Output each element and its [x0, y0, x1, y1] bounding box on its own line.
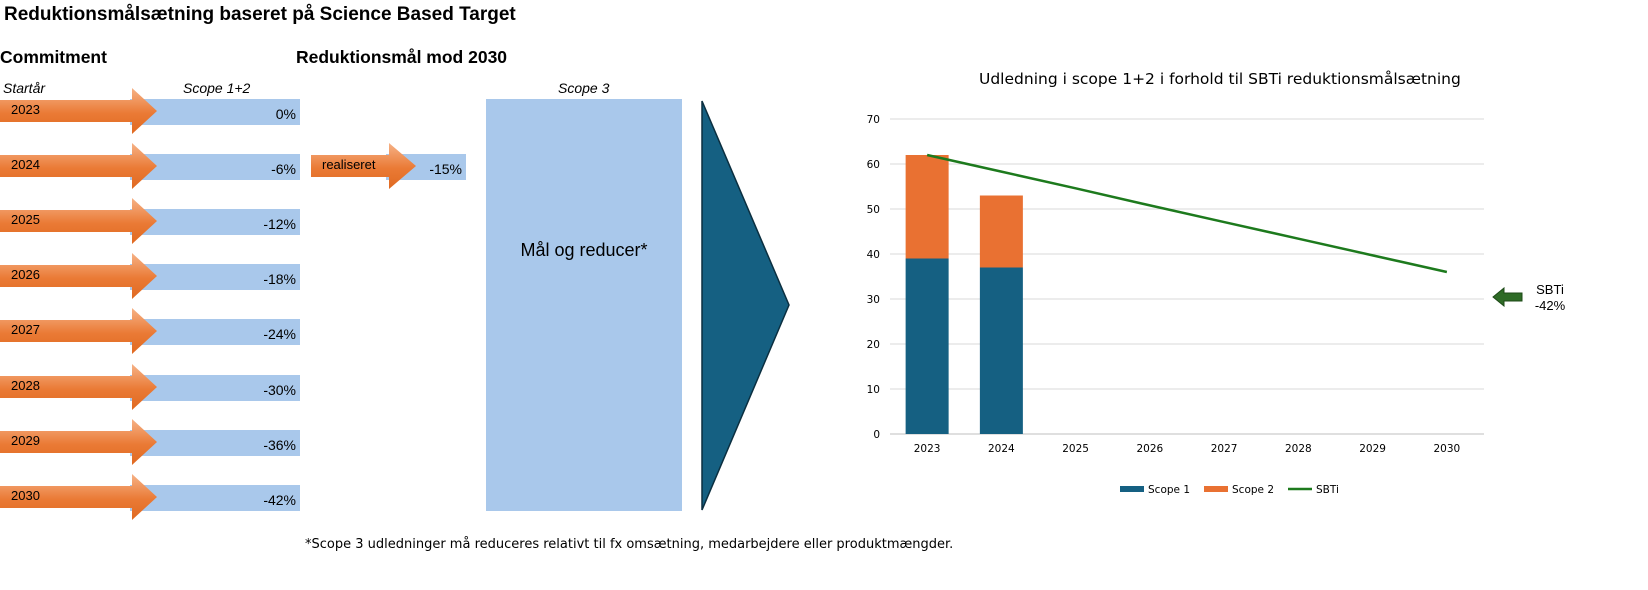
- y-tick-label: 70: [867, 114, 880, 126]
- bar-scope-1: [979, 267, 1023, 434]
- year-arrow: 2029: [0, 419, 157, 465]
- bar-scope-2: [979, 195, 1023, 268]
- year-label: 2029: [11, 433, 40, 448]
- year-arrow-shape: [0, 88, 157, 134]
- y-tick-label: 40: [867, 249, 880, 261]
- scope12-pct-bar: -6%: [130, 154, 300, 180]
- year-arrow: 2027: [0, 308, 157, 354]
- startyear-column-header: Startår: [3, 80, 46, 96]
- x-tick-label: 2027: [1211, 443, 1238, 455]
- line-sbti: [926, 153, 1448, 274]
- legend-label: Scope 1: [1148, 484, 1190, 496]
- year-arrow-shape: [0, 198, 157, 244]
- direction-triangle: [701, 100, 790, 511]
- scope3-column-header: Scope 3: [558, 80, 610, 96]
- year-arrow: 2028: [0, 364, 157, 410]
- chart-title: Udledning i scope 1+2 i forhold til SBTi…: [979, 70, 1461, 88]
- year-arrow-shape: [0, 253, 157, 299]
- year-arrow: 2026: [0, 253, 157, 299]
- year-arrow: 2025: [0, 198, 157, 244]
- scope3-box: [486, 99, 682, 511]
- realized-arrow-shape: [311, 143, 416, 189]
- year-label: 2026: [11, 267, 40, 282]
- scope3-text: Mål og reducer*: [520, 240, 648, 260]
- scope12-pct-bar: 0%: [130, 99, 300, 125]
- target-2030-heading: Reduktionsmål mod 2030: [296, 47, 508, 67]
- page-title: Reduktionsmålsætning baseret på Science …: [4, 4, 516, 25]
- year-arrow-shape: [0, 308, 157, 354]
- x-tick-label: 2028: [1285, 443, 1312, 455]
- year-label: 2024: [11, 157, 40, 172]
- x-tick-label: 2026: [1137, 443, 1164, 455]
- scope12-pct-bar: -18%: [130, 264, 300, 290]
- x-tick-label: 2023: [914, 443, 941, 455]
- bar-scope-1: [905, 258, 949, 434]
- sbti-arrow-icon: [1492, 287, 1523, 307]
- x-tick-label: 2024: [988, 443, 1015, 455]
- year-arrow: 2030: [0, 474, 157, 520]
- year-label: 2025: [11, 212, 40, 227]
- legend-swatch: [1204, 486, 1228, 492]
- year-arrow-shape: [0, 143, 157, 189]
- scope12-pct-bar: -36%: [130, 430, 300, 456]
- x-tick-label: 2029: [1359, 443, 1386, 455]
- bar-scope-2: [905, 155, 949, 259]
- y-tick-label: 0: [873, 429, 880, 441]
- y-tick-label: 10: [867, 384, 880, 396]
- year-arrow: 2024: [0, 143, 157, 189]
- scope12-pct-bar: -42%: [130, 485, 300, 511]
- year-arrow-shape: [0, 474, 157, 520]
- y-tick-label: 60: [867, 159, 880, 171]
- y-tick-label: 50: [867, 204, 880, 216]
- x-tick-label: 2025: [1062, 443, 1089, 455]
- y-tick-label: 20: [867, 339, 880, 351]
- year-label: 2028: [11, 378, 40, 393]
- legend-label: SBTi: [1316, 484, 1339, 496]
- scope12-pct-bar: -30%: [130, 375, 300, 401]
- commitment-heading: Commitment: [0, 47, 107, 67]
- legend-swatch: [1120, 486, 1144, 492]
- legend-label: Scope 2: [1232, 484, 1274, 496]
- y-tick-label: 30: [867, 294, 880, 306]
- year-arrow-shape: [0, 364, 157, 410]
- scope12-pct-bar: -24%: [130, 319, 300, 345]
- year-label: 2023: [11, 102, 40, 117]
- footnote: *Scope 3 udledninger må reduceres relati…: [305, 537, 954, 552]
- realized-label: realiseret: [322, 157, 376, 172]
- x-tick-label: 2030: [1434, 443, 1461, 455]
- sbti-marker-label: SBTi -42%: [1530, 282, 1570, 314]
- sbti-marker-line2: -42%: [1534, 298, 1566, 313]
- year-arrow: 2023: [0, 88, 157, 134]
- realized-arrow: realiseret: [311, 143, 416, 189]
- scope12-pct-bar: -12%: [130, 209, 300, 235]
- year-label: 2027: [11, 322, 40, 337]
- year-arrow-shape: [0, 419, 157, 465]
- scope12-column-header: Scope 1+2: [183, 80, 251, 96]
- year-label: 2030: [11, 488, 40, 503]
- sbti-marker-line1: SBTi: [1536, 282, 1564, 297]
